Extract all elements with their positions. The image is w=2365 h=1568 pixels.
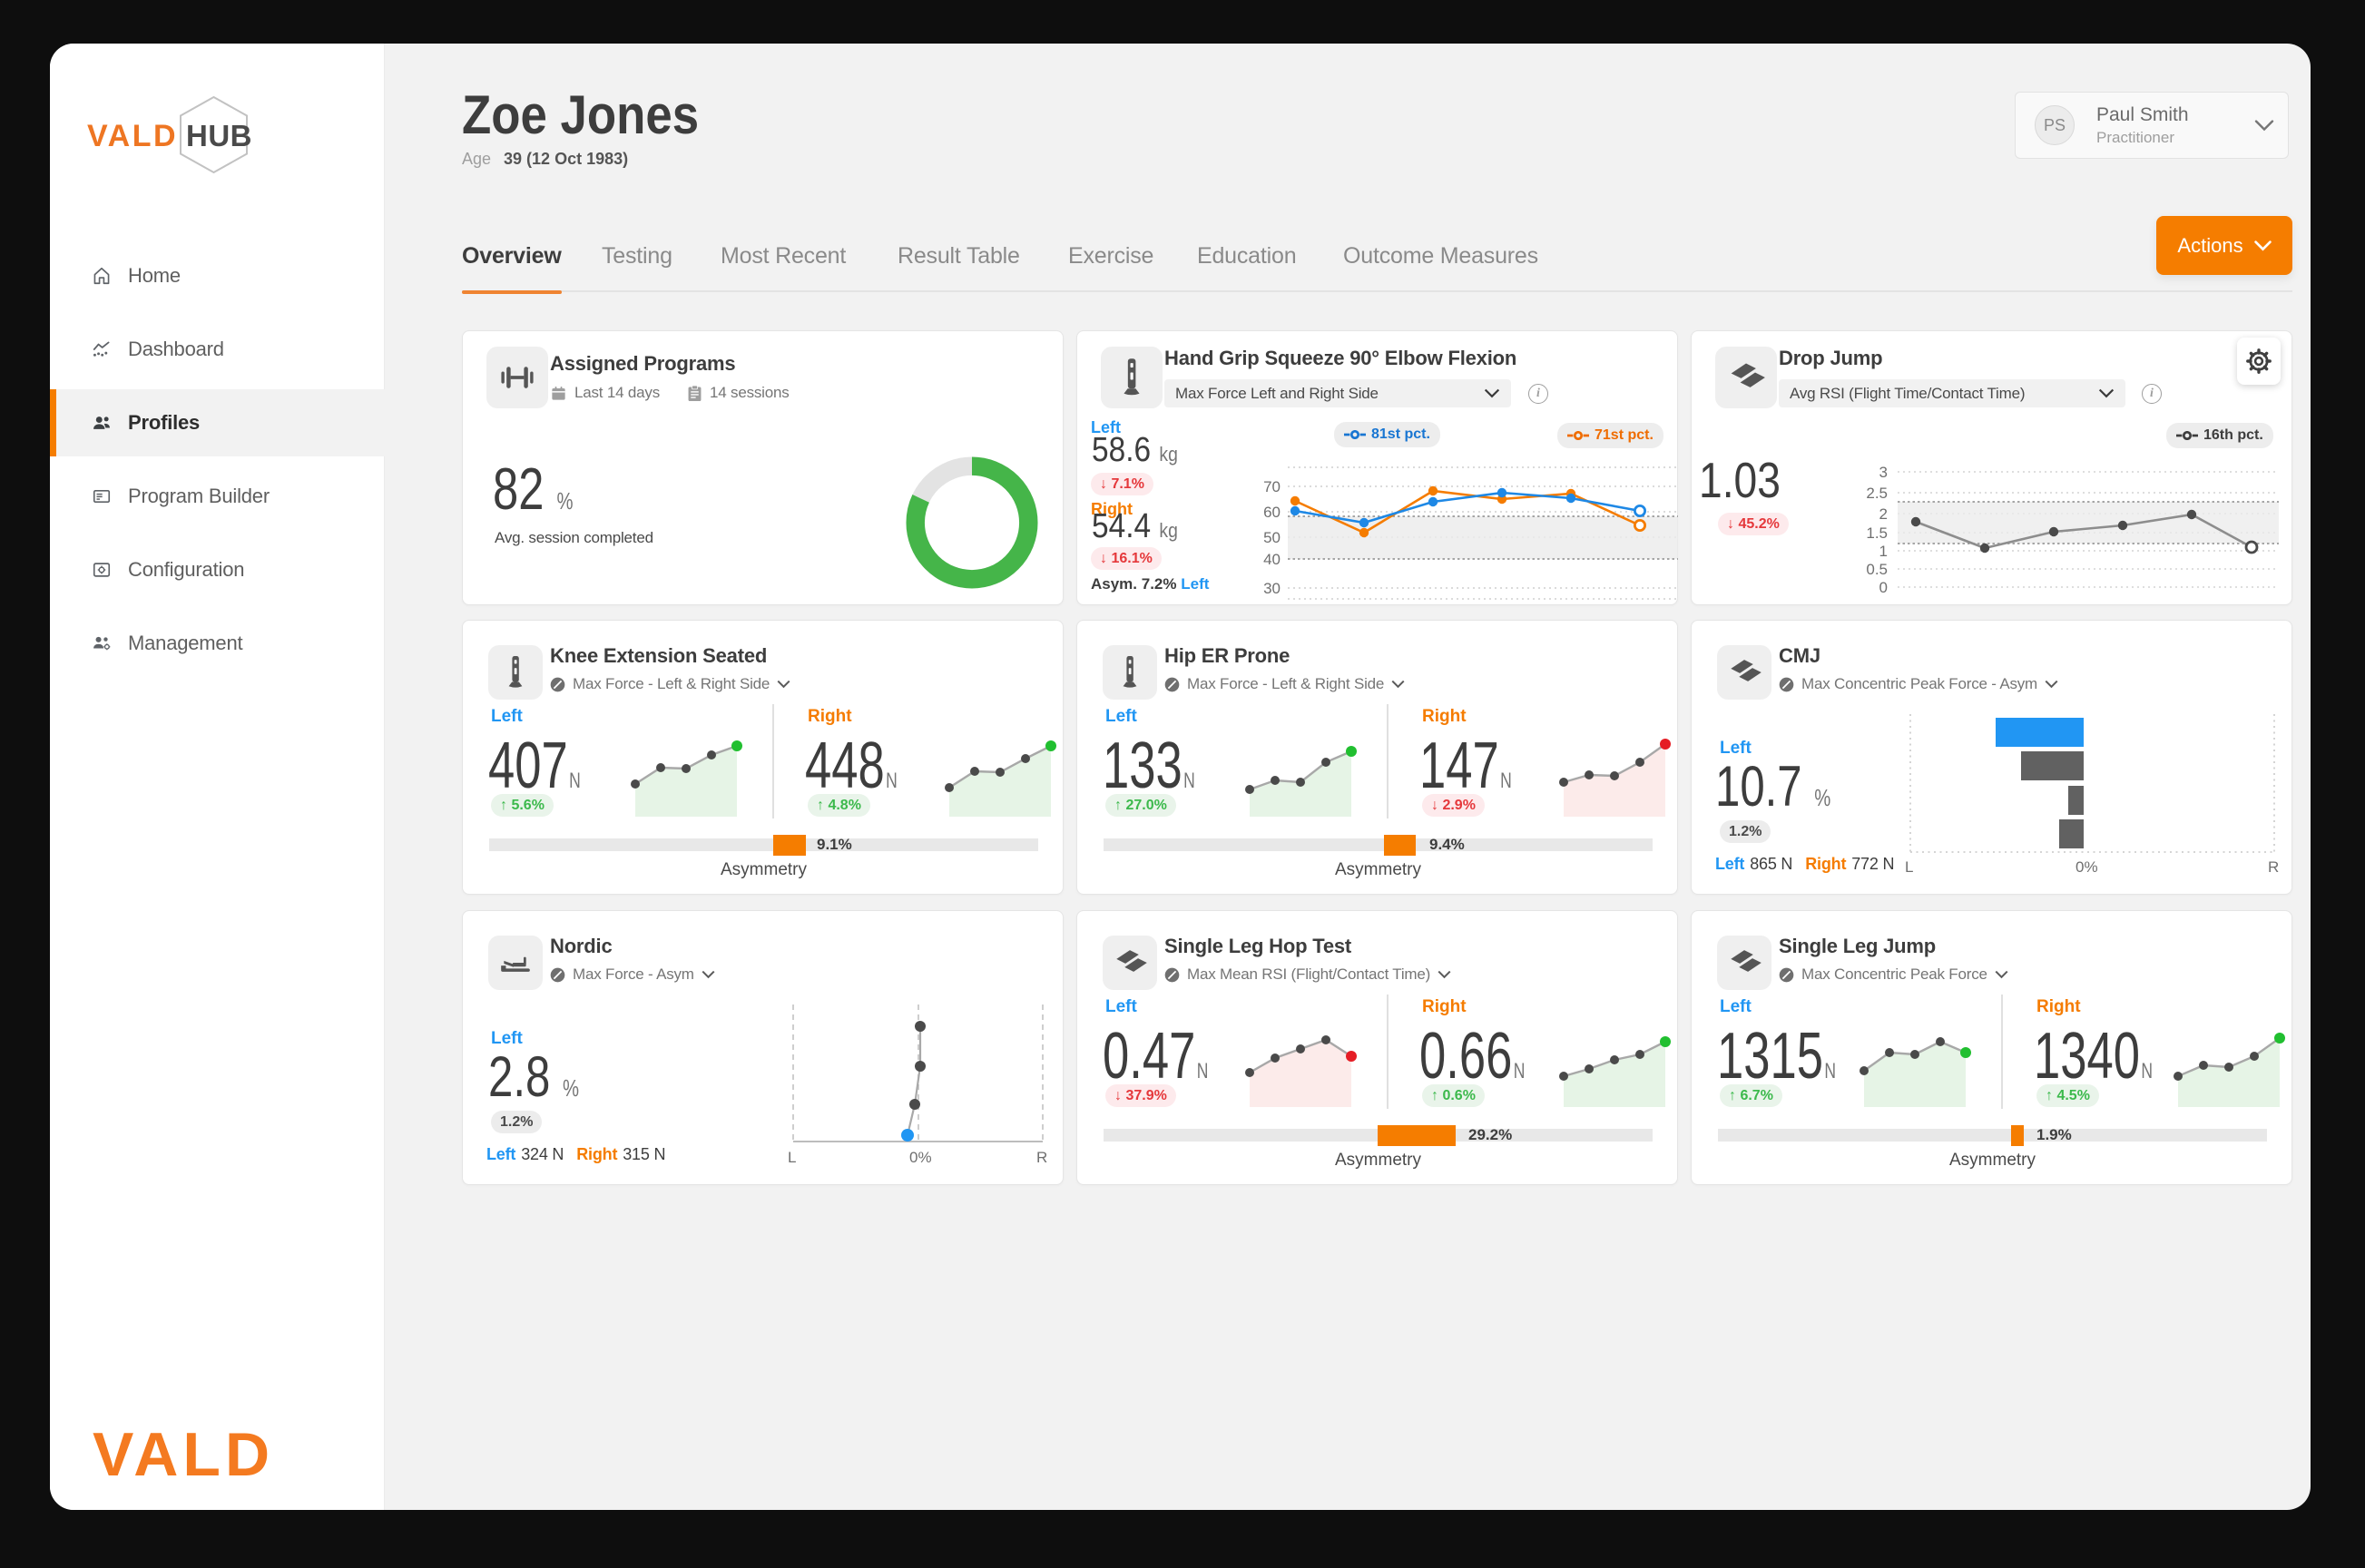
svg-text:2.5: 2.5 — [1866, 485, 1888, 502]
svg-text:VALD: VALD — [93, 1428, 274, 1485]
svg-text:3: 3 — [1879, 466, 1888, 481]
svg-text:L: L — [788, 1149, 796, 1166]
svg-text:50: 50 — [1263, 529, 1281, 546]
svg-text:0.5: 0.5 — [1866, 561, 1888, 578]
svg-text:1.5: 1.5 — [1866, 524, 1888, 542]
svg-text:VALD: VALD — [87, 119, 178, 153]
svg-text:1: 1 — [1879, 543, 1888, 560]
svg-text:0%: 0% — [2076, 858, 2098, 876]
svg-text:R: R — [1036, 1149, 1047, 1166]
svg-text:70: 70 — [1263, 478, 1281, 495]
svg-text:L: L — [1905, 858, 1913, 876]
svg-text:60: 60 — [1263, 504, 1281, 521]
svg-text:R: R — [2268, 858, 2279, 876]
svg-text:0: 0 — [1879, 579, 1888, 596]
svg-text:2: 2 — [1879, 505, 1888, 523]
svg-text:30: 30 — [1263, 580, 1281, 597]
svg-text:0%: 0% — [909, 1149, 932, 1166]
svg-text:40: 40 — [1263, 551, 1281, 568]
svg-text:HUB: HUB — [186, 119, 252, 152]
